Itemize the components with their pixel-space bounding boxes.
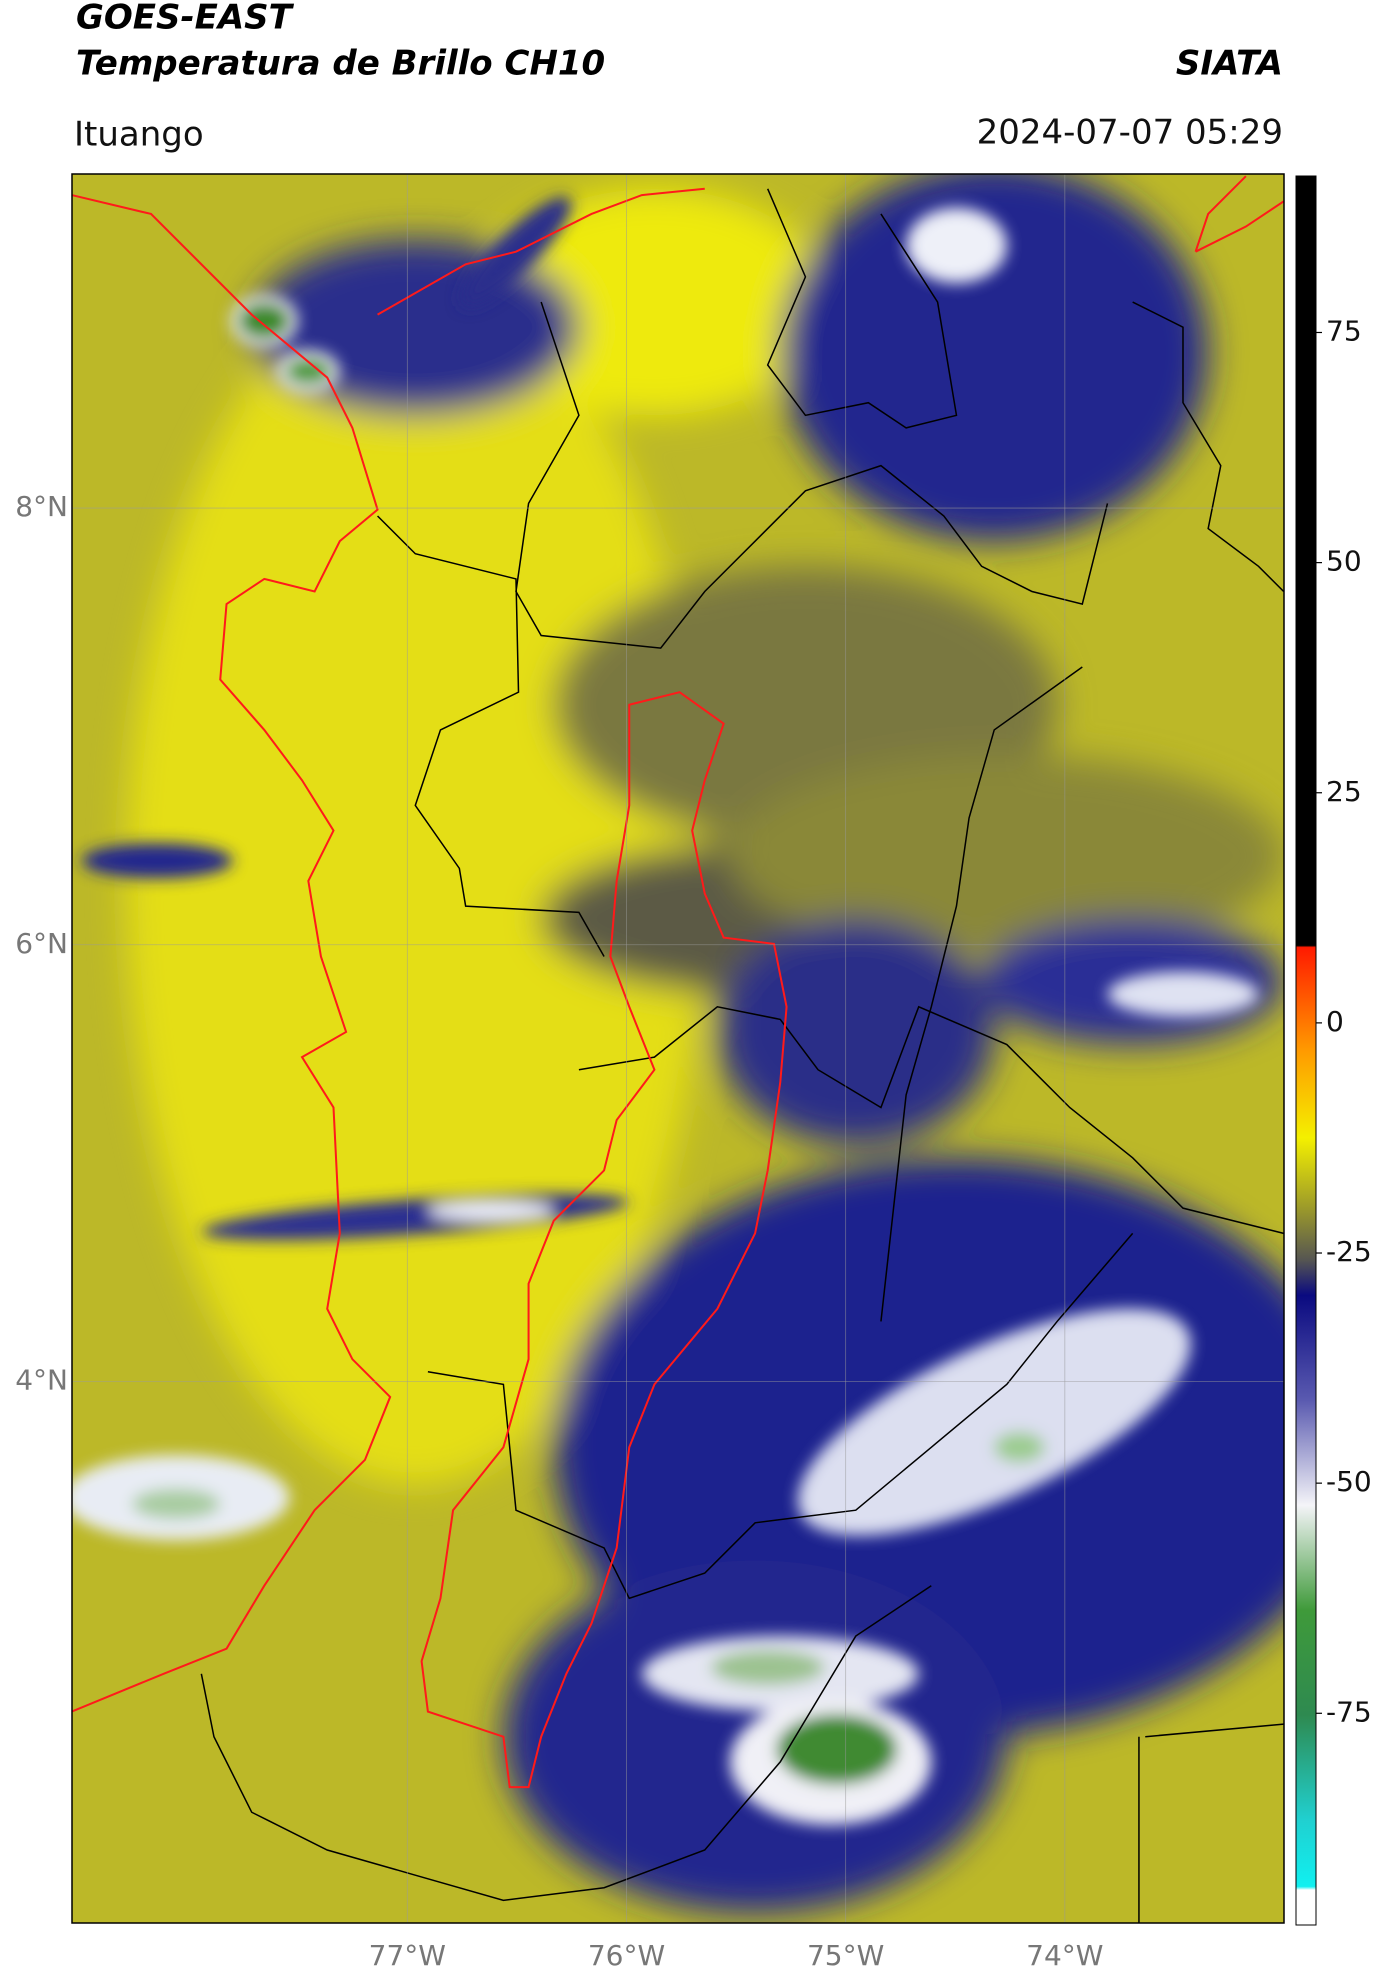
subtitle: Temperatura de Brillo CH10	[76, 44, 605, 84]
colorbar-tick-label: 50	[1326, 545, 1362, 578]
lat-label: 6°N	[15, 927, 68, 960]
map-frame	[71, 173, 1285, 1924]
colorbar	[1295, 175, 1317, 1926]
colorbar-tick-label: 75	[1326, 314, 1362, 347]
lat-label: 4°N	[15, 1363, 68, 1396]
timestamp: 2024-07-07 05:29	[977, 113, 1283, 153]
title: GOES-EAST	[76, 0, 295, 38]
lon-label: 75°W	[807, 1939, 884, 1972]
colorbar-tick-label: 0	[1326, 1005, 1344, 1038]
lon-label: 74°W	[1026, 1939, 1103, 1972]
lon-label: 77°W	[369, 1939, 446, 1972]
colorbar-tick-label: -75	[1326, 1695, 1372, 1728]
colorbar-tick-label: 25	[1326, 775, 1362, 808]
location: Ituango	[74, 115, 204, 155]
colorbar-tick-label: -25	[1326, 1235, 1372, 1268]
graticule	[72, 174, 1284, 1923]
brand: SIATA	[1176, 44, 1283, 84]
colorbar-tick-label: -50	[1326, 1465, 1372, 1498]
lon-label: 76°W	[588, 1939, 665, 1972]
lat-label: 8°N	[15, 490, 68, 523]
satellite-image	[72, 174, 1284, 1923]
